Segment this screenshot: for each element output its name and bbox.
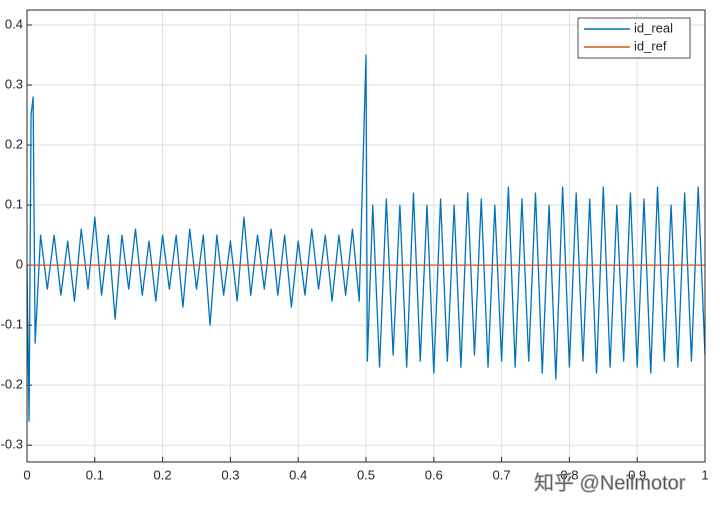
data-line	[26, 54, 706, 422]
y-tick-label: 0.3	[5, 76, 23, 91]
y-tick-label: 0.2	[5, 136, 23, 151]
x-tick-label: 0.3	[221, 467, 239, 482]
x-tick-label: 0.1	[86, 467, 104, 482]
y-tick-label: 0.4	[5, 16, 23, 31]
x-tick-label: 0.8	[560, 467, 578, 482]
y-tick-label: 0	[16, 257, 23, 272]
legend-box	[577, 17, 691, 59]
x-tick-label: 0.6	[425, 467, 443, 482]
legend: id_real id_ref	[577, 17, 691, 59]
x-tick-label: 0.5	[357, 467, 375, 482]
legend-label: id_real	[634, 20, 673, 35]
x-tick-label: 0.4	[289, 467, 307, 482]
y-tick-label: -0.3	[1, 437, 23, 452]
x-tick-label: 0	[23, 467, 30, 482]
plot-frame	[26, 9, 706, 463]
x-tick-label: 0.2	[154, 467, 172, 482]
x-tick-label: 0.9	[628, 467, 646, 482]
y-tick-label: -0.1	[1, 317, 23, 332]
x-tick-label: 1	[701, 467, 708, 482]
x-tick-label: 0.7	[493, 467, 511, 482]
y-tick-label: -0.2	[1, 377, 23, 392]
legend-label: id_ref	[634, 38, 667, 53]
watermark: 知乎 @Neilmotor	[534, 471, 686, 494]
y-tick-label: 0.1	[5, 197, 23, 212]
